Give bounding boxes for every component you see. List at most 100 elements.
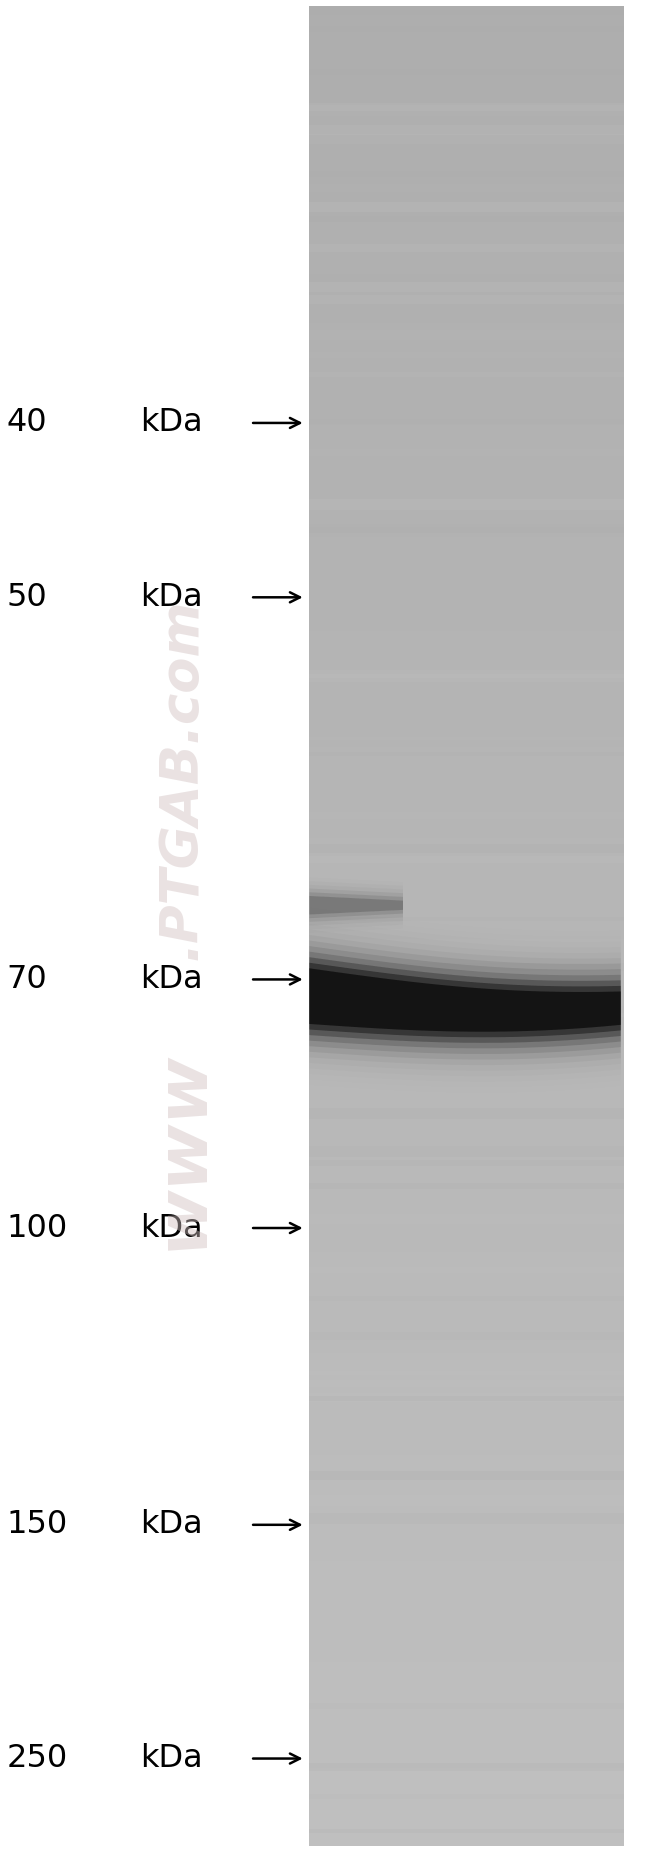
Bar [309, 1022, 624, 1028]
Bar [309, 282, 624, 286]
Bar [309, 531, 624, 534]
Bar [309, 889, 624, 894]
Bar [309, 1677, 624, 1682]
Bar [309, 1115, 624, 1119]
Bar [309, 378, 624, 382]
Bar [309, 1833, 624, 1836]
Bar [309, 1566, 624, 1569]
Bar [309, 158, 624, 161]
Bar [309, 263, 624, 267]
Bar [309, 742, 624, 746]
Bar [309, 903, 624, 907]
Bar [309, 506, 624, 512]
Bar [309, 1000, 624, 1004]
Bar [309, 855, 624, 863]
Bar [309, 1662, 624, 1666]
Bar [309, 1504, 624, 1510]
Bar [309, 1759, 624, 1762]
Bar [309, 313, 624, 319]
Bar [309, 351, 624, 354]
Bar [309, 213, 624, 217]
Bar [309, 1644, 624, 1647]
Bar [309, 1560, 624, 1566]
Bar [309, 167, 624, 171]
Bar [309, 1666, 624, 1671]
Text: kDa: kDa [140, 408, 202, 438]
Bar [309, 488, 624, 493]
Bar [309, 1694, 624, 1699]
Bar [309, 1230, 624, 1234]
Bar [309, 770, 624, 774]
Bar [309, 1087, 624, 1091]
Text: 100: 100 [6, 1213, 68, 1243]
Bar [309, 801, 624, 807]
Bar [309, 1183, 624, 1187]
Bar [309, 382, 624, 388]
Bar [309, 1556, 624, 1560]
Bar [309, 1675, 624, 1681]
Bar [309, 1159, 624, 1165]
Polygon shape [309, 946, 621, 1054]
Bar [309, 1584, 624, 1588]
Bar [309, 857, 624, 861]
Bar [309, 612, 624, 618]
Bar [309, 291, 624, 295]
Bar [309, 562, 624, 568]
Bar [309, 26, 624, 32]
Bar [309, 434, 624, 438]
Bar [309, 1510, 624, 1514]
Bar [309, 258, 624, 263]
Bar [309, 239, 624, 245]
Bar [309, 1616, 624, 1619]
Bar [309, 1588, 624, 1593]
Bar [309, 1096, 624, 1100]
Bar [309, 1000, 624, 1005]
Bar [309, 1280, 624, 1284]
Bar [309, 898, 624, 903]
Bar [309, 1814, 624, 1818]
Bar [309, 916, 624, 922]
Bar [309, 1777, 624, 1781]
Bar [309, 1213, 624, 1224]
Bar [309, 117, 624, 121]
Bar [309, 1399, 624, 1404]
Bar [309, 673, 624, 677]
Bar [309, 1625, 624, 1629]
Bar [309, 208, 624, 213]
Bar [309, 1781, 624, 1786]
Text: kDa: kDa [140, 1744, 202, 1773]
Bar [309, 1050, 624, 1054]
Bar [309, 1818, 624, 1823]
Text: www: www [148, 1050, 216, 1250]
Bar [309, 1497, 624, 1501]
Text: 40: 40 [6, 408, 47, 438]
Bar [309, 1575, 624, 1579]
Bar [309, 108, 624, 111]
Bar [309, 1308, 624, 1311]
Bar [309, 1734, 624, 1740]
Bar [309, 195, 624, 198]
Bar [309, 926, 624, 929]
Bar [309, 1772, 624, 1777]
Bar [309, 1772, 624, 1783]
Bar [309, 93, 624, 98]
Bar [309, 232, 624, 236]
Bar [309, 1514, 624, 1519]
Bar [309, 1603, 624, 1606]
Bar [309, 276, 624, 282]
Bar [309, 323, 624, 328]
Bar [309, 19, 624, 24]
Bar [309, 462, 624, 466]
Bar [309, 217, 624, 221]
Bar [309, 52, 624, 56]
Bar [309, 354, 624, 360]
Bar [309, 1699, 624, 1703]
Bar [309, 1460, 624, 1464]
Bar [309, 1441, 624, 1445]
Bar [309, 944, 624, 948]
Bar [309, 972, 624, 976]
Bar [309, 1482, 624, 1488]
Bar [309, 148, 624, 152]
Bar [309, 670, 624, 679]
Bar [309, 171, 624, 176]
